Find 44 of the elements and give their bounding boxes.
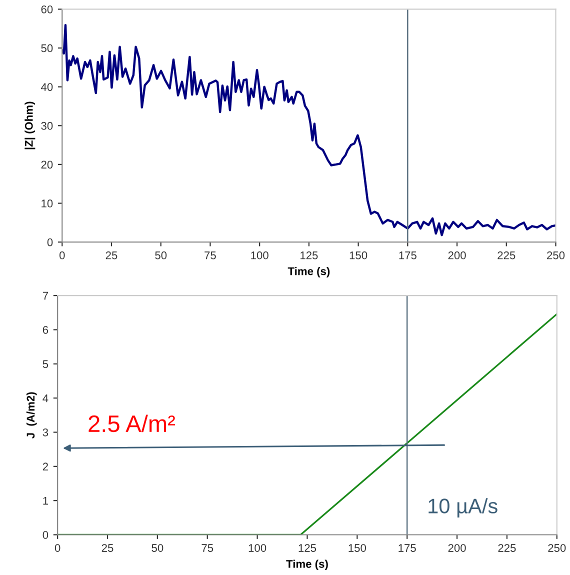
- y-tick-label: 20: [41, 160, 53, 169]
- annotation: 10 µA/s: [428, 498, 498, 518]
- y-tick-label: 50: [41, 44, 53, 52]
- y-tick-label: 0: [47, 238, 53, 246]
- x-tick-label: 25: [102, 544, 114, 552]
- x-tick-label: 225: [498, 251, 516, 260]
- x-tick-label: 200: [448, 544, 466, 552]
- x-tick-label: 50: [152, 544, 164, 552]
- x-tick-label: 175: [398, 544, 416, 552]
- y-tick-label: 3: [42, 428, 48, 436]
- y-tick-label: 1: [43, 496, 48, 505]
- y-tick-label: 2: [42, 462, 48, 470]
- x-tick-label: 225: [498, 544, 516, 552]
- x-tick-label: 0: [54, 544, 60, 552]
- annotation: 2.5 A/m²: [88, 414, 175, 432]
- x-tick-label: 200: [448, 251, 466, 260]
- x-tick-label: 125: [300, 251, 318, 260]
- y-tick-label: 5: [42, 360, 48, 368]
- y-axis-title: |Z| (Ohm): [24, 102, 36, 150]
- x-tick-label: 250: [548, 544, 566, 552]
- y-tick-label: 60: [41, 5, 53, 14]
- x-tick-label: 0: [59, 251, 65, 260]
- y-tick-label: 30: [41, 122, 53, 130]
- x-tick-label: 50: [155, 251, 167, 260]
- y-tick-label: 10: [42, 200, 53, 208]
- y-tick-label: 6: [42, 326, 48, 334]
- x-tick-label: 100: [251, 251, 268, 260]
- line-series: [62, 24, 556, 236]
- y-tick-label: 0: [42, 531, 48, 539]
- y-tick-label: 40: [41, 83, 53, 91]
- y-tick-label: 7: [42, 292, 48, 300]
- x-tick-label: 175: [399, 252, 416, 260]
- x-axis-title: Time (s): [286, 560, 328, 570]
- x-tick-label: 250: [547, 251, 565, 260]
- x-tick-label: 75: [202, 544, 214, 552]
- x-tick-label: 75: [204, 252, 216, 260]
- x-tick-label: 150: [350, 251, 368, 260]
- x-tick-label: 25: [106, 251, 118, 260]
- y-axis-title: J (A/m2): [26, 392, 37, 438]
- x-tick-label: 100: [248, 544, 266, 552]
- x-tick-label: 150: [348, 544, 366, 552]
- y-tick-label: 4: [42, 394, 48, 402]
- x-tick-label: 125: [298, 544, 316, 552]
- x-axis-title: Time (s): [288, 267, 330, 278]
